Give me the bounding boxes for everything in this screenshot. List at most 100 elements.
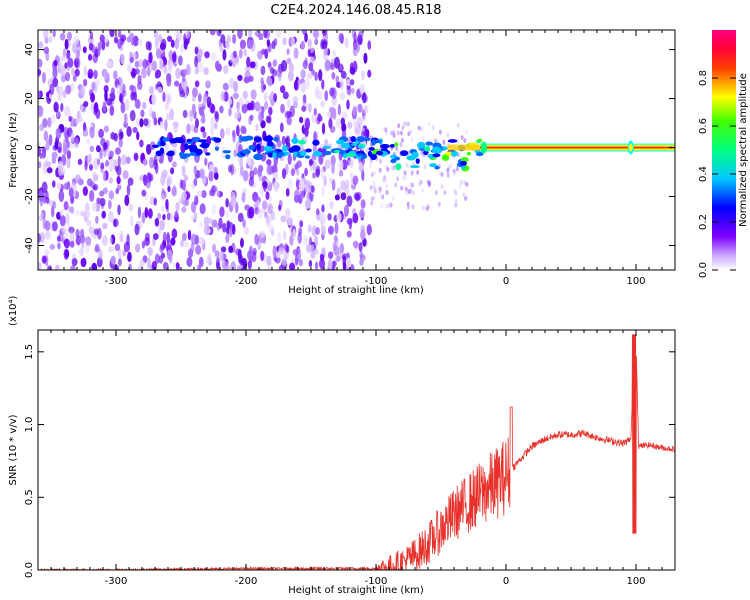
spectrogram-cell [159, 219, 165, 231]
spectrogram-cell [237, 30, 243, 39]
spectrogram-cell [83, 65, 87, 77]
spectrogram-cell [186, 256, 193, 268]
spectrogram-cell [41, 71, 46, 84]
spectrogram-cell [392, 133, 396, 139]
spectrogram-cell [109, 158, 115, 167]
spectrogram-cell [53, 101, 59, 113]
spectrogram-cell [174, 38, 180, 50]
spectrogram-cell [435, 138, 439, 144]
spectrogram-cell [67, 31, 72, 41]
spectrogram-cell [357, 103, 363, 113]
spectrogram-cell [66, 158, 71, 169]
spectrogram-cell [87, 72, 93, 79]
spectrogram-cell [170, 237, 176, 246]
spectrogram-cell [198, 168, 205, 179]
spectrogram-cell [300, 40, 305, 49]
spectrogram-cell [42, 218, 48, 230]
snr-ylabel: SNR (10 * v/v) [8, 414, 19, 485]
spectrogram-cell [286, 57, 292, 65]
spectrogram-cell [310, 185, 315, 193]
spectrogram-cell [356, 153, 364, 157]
spectrogram-cell [238, 97, 244, 107]
spectrogram-cell [324, 59, 331, 71]
spectrogram-cell [123, 113, 128, 125]
spectrogram-cell [197, 61, 204, 73]
spectrogram-cell [359, 83, 366, 95]
spectrogram-cell [312, 139, 320, 146]
colorbar-tick-label: 0.0 [698, 262, 709, 278]
spectrogram-cell [153, 117, 158, 126]
spectrogram-cell [329, 62, 335, 71]
spectrogram-cell [63, 238, 70, 249]
spectrogram-cell [57, 146, 62, 153]
spectrogram-cell [420, 149, 424, 155]
spectrogram-cell [75, 117, 80, 125]
spectrogram-cell [327, 225, 334, 235]
spectrogram-cell [141, 189, 147, 197]
spectrogram-cell [411, 190, 415, 196]
spectrogram-cell [309, 244, 315, 254]
colorbar-tick-label: 0.8 [698, 70, 709, 86]
spectrogram-cell [370, 172, 374, 178]
spectrogram-cell [402, 121, 406, 127]
spectrogram-cell [225, 210, 229, 218]
spectrogram-cell [45, 139, 50, 151]
spectrogram-cell [147, 257, 151, 269]
spectrogram-cell [94, 48, 101, 58]
spectrogram-cell [95, 215, 99, 224]
spectrogram-cell [39, 231, 46, 243]
spectrogram-cell [454, 202, 458, 208]
spectrogram-cell [225, 154, 231, 160]
spectrogram-cell [202, 176, 207, 185]
spectrogram-ylabel: Frequency (Hz) [8, 112, 19, 188]
spectrogram-cell [210, 104, 216, 114]
spectrogram-cell [354, 193, 361, 202]
spectrogram-cell [260, 81, 265, 93]
spectrogram-cell [437, 202, 441, 208]
spectrogram-cell [202, 131, 207, 139]
snr-panel: -300 -200 -100 0 100 0.0 0.5 1.0 1.5 Height of s… [8, 295, 676, 596]
spectrogram-cell [139, 174, 144, 182]
spectrogram-cell [446, 167, 450, 173]
spectrogram-cell [232, 34, 237, 45]
spectrogram-cell [257, 169, 262, 177]
spectrogram-cell [173, 124, 179, 134]
spectrogram-cell [85, 236, 92, 246]
spectrogram-cell [64, 249, 70, 258]
spectrogram-cell [102, 187, 108, 195]
spectrogram-cell [211, 203, 217, 216]
spectrogram-cell [321, 204, 325, 213]
spectrogram-cell [459, 160, 467, 166]
spectrogram-cell [194, 55, 198, 68]
spectrogram-cell [248, 144, 256, 151]
spectrogram-cell [193, 165, 197, 175]
spectrogram-cell [438, 129, 442, 135]
spectrogram-cell [93, 228, 99, 236]
spectrogram-cell [103, 142, 108, 151]
spectrogram-cell [82, 122, 87, 132]
spectrogram-cell [239, 39, 246, 50]
x-tick-label: -300 [105, 276, 128, 287]
spectrogram-cell [196, 190, 203, 197]
spectrogram-cell [154, 253, 161, 264]
x-tick-label: 0 [503, 576, 509, 587]
spectrogram-cell [141, 212, 146, 224]
spectrogram-cell [64, 38, 69, 50]
spectrogram-cell [151, 260, 157, 270]
spectrogram-cell [379, 158, 383, 164]
spectrogram-cell [58, 60, 63, 70]
spectrogram-cell [232, 92, 239, 100]
spectrogram-cell [346, 152, 356, 157]
spectrogram-cell [305, 148, 312, 153]
spectrogram-cell [63, 182, 70, 190]
spectrogram-cell [304, 32, 308, 43]
spectrogram-cell [210, 124, 214, 136]
spectrogram-cell [162, 91, 166, 103]
spectrogram-cell [370, 200, 374, 206]
spectrogram-cell [110, 131, 116, 140]
spectrogram-cell [70, 82, 75, 92]
spectrogram-cell [127, 64, 133, 73]
spectrogram-cell [108, 236, 113, 246]
spectrogram-cell [360, 199, 366, 209]
